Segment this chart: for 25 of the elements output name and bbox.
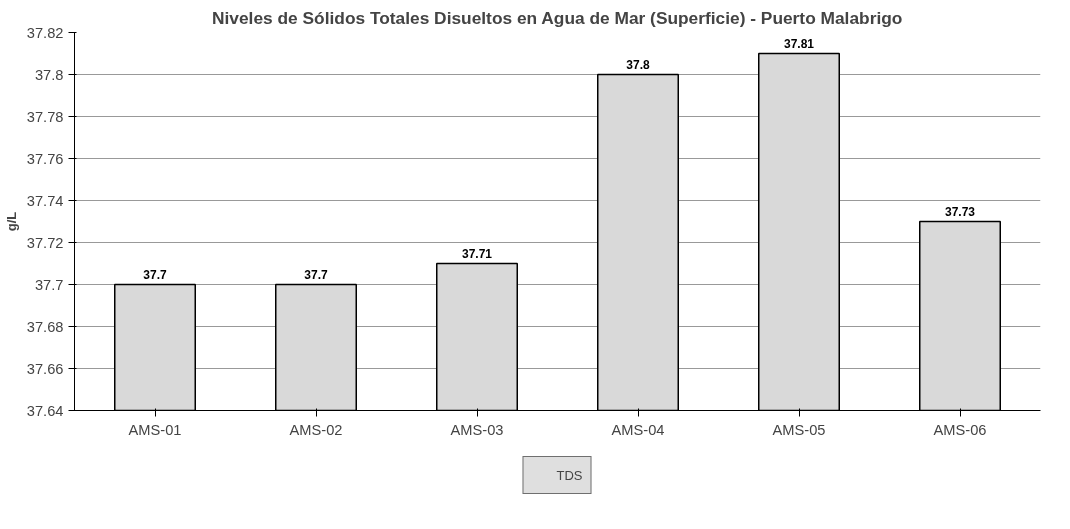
y-tick-label: 37.72	[26, 234, 64, 251]
data-label: 37.7	[304, 267, 328, 282]
data-label: 37.73	[944, 204, 976, 219]
y-tick-label: 37.82	[26, 24, 64, 41]
text: TDS	[556, 467, 583, 483]
x-tick-label: AMS-05	[772, 421, 826, 438]
x-tick-label: AMS-06	[933, 421, 987, 438]
y-axis-title: g/L	[3, 211, 19, 232]
data-label: 37.8	[626, 57, 650, 72]
data-label: 37.81	[783, 36, 815, 51]
y-tick-label: 37.8	[34, 66, 64, 83]
x-tick-label: AMS-01	[128, 421, 182, 438]
y-tick-label: 37.74	[26, 192, 64, 209]
x-tick-label: AMS-03	[450, 421, 504, 438]
y-tick-label: 37.64	[26, 402, 64, 419]
x-tick-label: AMS-04	[611, 421, 665, 438]
data-label: 37.71	[461, 246, 493, 261]
x-tick-label: AMS-02	[289, 421, 343, 438]
y-tick-label: 37.68	[26, 318, 64, 335]
chart-title: Niveles de Sólidos Totales Disueltos en Agua de Mar (Superficie) - Puerto Malabrigo	[211, 7, 903, 28]
y-tick-label: 37.76	[26, 150, 64, 167]
data-label: 37.7	[143, 267, 167, 282]
y-tick-label: 37.66	[26, 360, 64, 377]
y-tick-label: 37.78	[26, 108, 64, 125]
y-tick-label: 37.7	[34, 276, 64, 293]
